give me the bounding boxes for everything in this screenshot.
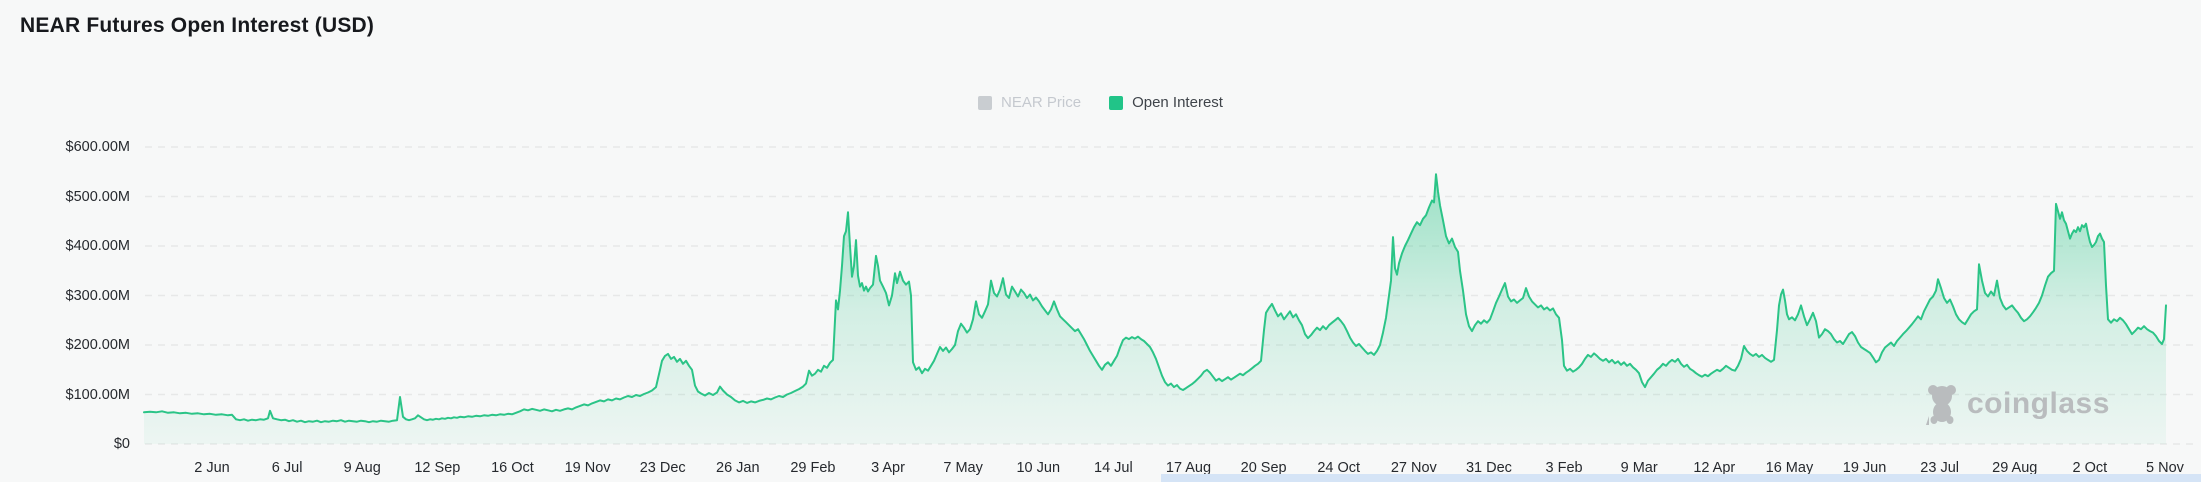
x-tick-label: 9 Mar <box>1620 460 1658 476</box>
x-tick-label: 19 Nov <box>564 460 611 476</box>
x-tick-label: 26 Jan <box>716 460 760 476</box>
y-tick-label: $400.00M <box>65 238 131 254</box>
near-price-label: NEAR Price <box>1001 94 1082 111</box>
x-tick-label: 17 Aug <box>1165 460 1212 476</box>
x-tick-label: 7 May <box>943 460 983 476</box>
open-interest-swatch-icon <box>1109 95 1124 110</box>
x-tick-label: 9 Aug <box>343 460 381 476</box>
x-tick-label: 12 Apr <box>1693 460 1736 476</box>
bottom-highlight-strip <box>1161 474 2201 482</box>
y-tick-label: $0 <box>113 436 130 452</box>
legend-item-open-interest[interactable]: Open Interest <box>1109 94 1223 111</box>
coinglass-watermark: coinglass <box>1925 382 2110 426</box>
open-interest-label: Open Interest <box>1132 94 1223 111</box>
x-tick-label: 19 Jun <box>1842 460 1887 476</box>
x-tick-label: 29 Feb <box>790 460 836 476</box>
x-tick-label: 6 Jul <box>271 460 303 476</box>
coinglass-bear-icon <box>1926 385 1956 425</box>
y-tick-label: $600.00M <box>65 139 131 155</box>
x-tick-label: 14 Jul <box>1094 460 1133 476</box>
near-price-swatch-icon <box>978 95 993 110</box>
x-tick-label: 3 Apr <box>871 460 905 476</box>
legend-item-near-price[interactable]: NEAR Price <box>978 94 1081 111</box>
x-tick-label: 27 Nov <box>1390 460 1437 476</box>
x-tick-label: 29 Aug <box>1992 460 2038 476</box>
x-tick-label: 12 Sep <box>414 460 461 476</box>
x-tick-label: 23 Jul <box>1920 460 1959 476</box>
y-tick-label: $500.00M <box>65 188 131 205</box>
x-tick-label: 3 Feb <box>1545 460 1583 476</box>
coinglass-watermark-text: coinglass <box>1967 387 2110 420</box>
chart-title: NEAR Futures Open Interest (USD) <box>20 14 375 37</box>
x-tick-label: 5 Nov <box>2146 460 2184 476</box>
y-tick-label: $300.00M <box>65 287 131 304</box>
x-tick-label: 2 Oct <box>2072 460 2108 476</box>
x-tick-label: 23 Dec <box>639 460 686 476</box>
x-tick-label: 16 Oct <box>491 460 534 476</box>
y-tick-label: $100.00M <box>65 386 131 403</box>
x-tick-label: 20 Sep <box>1240 460 1287 476</box>
x-tick-label: 16 May <box>1765 460 1814 476</box>
chart-legend: NEAR Price Open Interest <box>0 94 2201 111</box>
x-tick-label: 10 Jun <box>1016 460 1061 476</box>
x-tick-label: 2 Jun <box>194 460 230 476</box>
y-tick-label: $200.00M <box>65 337 131 353</box>
x-tick-label: 31 Dec <box>1465 460 1512 476</box>
x-tick-label: 24 Oct <box>1317 460 1361 476</box>
